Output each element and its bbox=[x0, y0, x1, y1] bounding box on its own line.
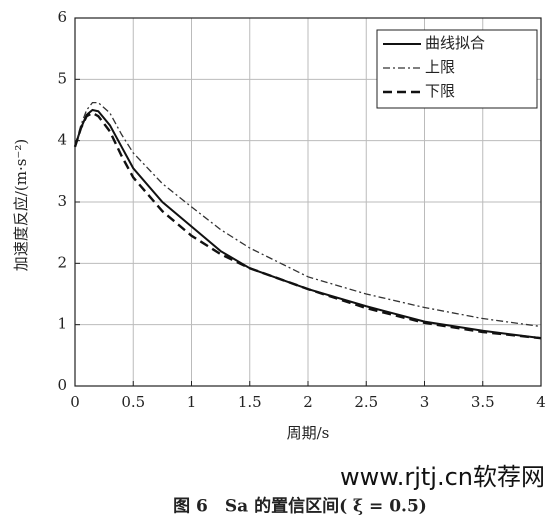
y-tick-label: 2 bbox=[57, 253, 67, 271]
y-tick-label: 1 bbox=[57, 315, 67, 333]
series-line bbox=[73, 111, 542, 340]
x-tick-label: 1.5 bbox=[238, 393, 262, 411]
y-tick-label: 0 bbox=[57, 376, 67, 394]
watermark: www.rjtj.cn软荐网 bbox=[340, 463, 545, 491]
x-tick-label: 0 bbox=[70, 393, 80, 411]
y-axis-title: 加速度反应/(m·s⁻²) bbox=[12, 139, 30, 271]
x-tick-label: 2 bbox=[303, 393, 313, 411]
y-tick-label: 3 bbox=[57, 192, 67, 210]
x-tick-label: 3 bbox=[420, 393, 430, 411]
legend-label: 上限 bbox=[425, 58, 455, 76]
x-tick-label: 4 bbox=[536, 393, 546, 411]
y-tick-label: 6 bbox=[57, 8, 67, 26]
x-axis-title: 周期/s bbox=[287, 424, 330, 442]
legend-box bbox=[376, 29, 538, 109]
plot-frame bbox=[74, 17, 542, 387]
y-tick-label: 4 bbox=[57, 131, 67, 149]
legend-label: 曲线拟合 bbox=[425, 34, 485, 52]
series-line bbox=[74, 108, 542, 340]
y-tick-label: 5 bbox=[57, 69, 67, 87]
x-tick-label: 2.5 bbox=[354, 393, 378, 411]
x-tick-label: 1 bbox=[187, 393, 197, 411]
caption: 图 6 Sa 的置信区间( ξ = 0.5) bbox=[173, 496, 427, 517]
legend-label: 下限 bbox=[425, 82, 455, 100]
x-tick-label: 3.5 bbox=[471, 393, 495, 411]
x-tick-label: 0.5 bbox=[121, 393, 145, 411]
